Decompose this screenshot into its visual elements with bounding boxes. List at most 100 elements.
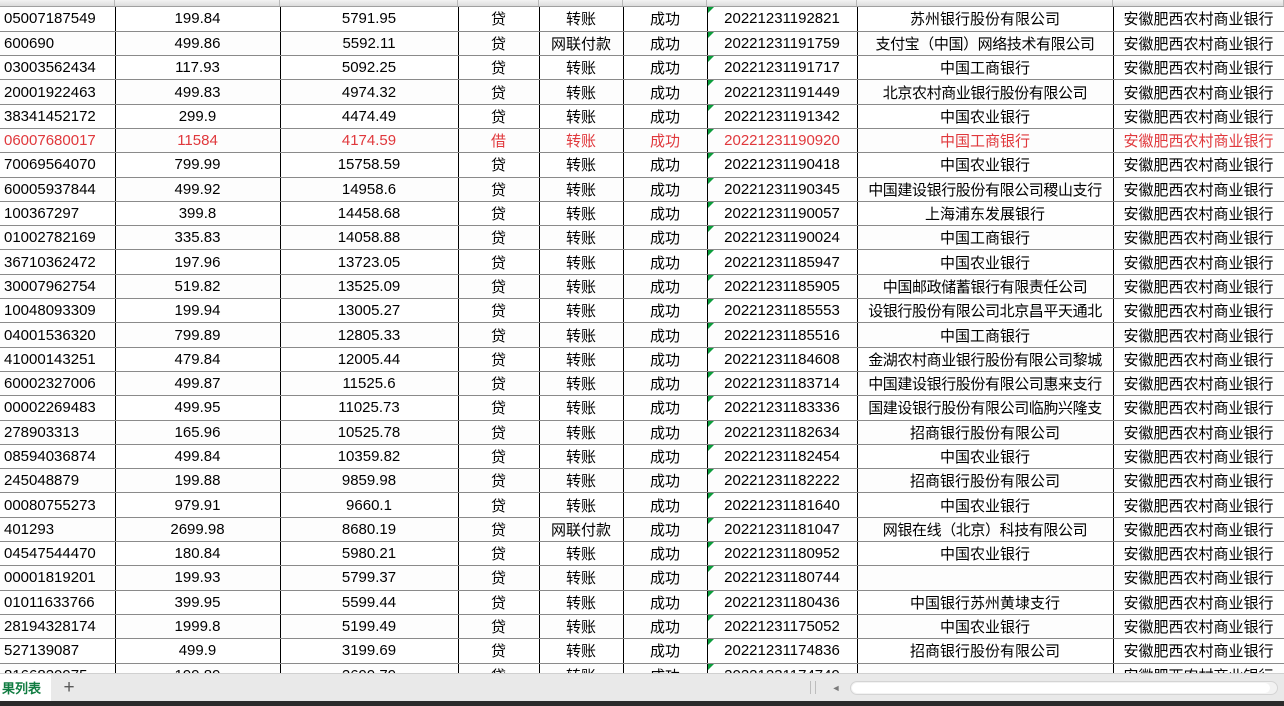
cell-balance[interactable]: 5799.37 bbox=[280, 565, 459, 591]
cell-datetime[interactable]: 20221231185947 bbox=[707, 249, 858, 275]
cell-account[interactable]: 28194328174 bbox=[0, 614, 116, 640]
cell-amount[interactable]: 165.96 bbox=[115, 420, 281, 445]
column-header-cell-7[interactable] bbox=[857, 0, 1113, 6]
cell-account[interactable]: 03003562434 bbox=[0, 55, 116, 81]
cell-opposite_bank[interactable]: 招商银行股份有限公司 bbox=[857, 638, 1114, 664]
cell-balance[interactable]: 4174.59 bbox=[280, 128, 459, 154]
cell-balance[interactable]: 5592.11 bbox=[280, 31, 459, 57]
cell-own_bank[interactable]: 安徽肥西农村商业银行 bbox=[1113, 614, 1284, 640]
cell-datetime[interactable]: 20221231175052 bbox=[707, 614, 858, 640]
cell-account[interactable]: 60002327006 bbox=[0, 371, 116, 397]
cell-status[interactable]: 成功 bbox=[623, 31, 708, 57]
cell-datetime[interactable]: 20221231183336 bbox=[707, 395, 858, 421]
column-header-cell-4[interactable] bbox=[539, 0, 623, 6]
cell-own_bank[interactable]: 安徽肥西农村商业银行 bbox=[1113, 347, 1284, 372]
cell-datetime[interactable]: 20221231180436 bbox=[707, 590, 858, 615]
cell-datetime[interactable]: 20221231184608 bbox=[707, 347, 858, 372]
table-row[interactable]: 00080755273 979.91 9660.1 贷转账 成功 202212311816… bbox=[0, 492, 1284, 518]
cell-own_bank[interactable]: 安徽肥西农村商业银行 bbox=[1113, 128, 1284, 154]
cell-trans_type[interactable]: 转账 bbox=[539, 371, 624, 397]
cell-amount[interactable]: 499.84 bbox=[115, 444, 281, 470]
cell-datetime[interactable]: 20221231181640 bbox=[707, 492, 858, 518]
cell-account[interactable]: 01002782169 bbox=[0, 225, 116, 251]
cell-account[interactable]: 245048879 bbox=[0, 468, 116, 494]
cell-opposite_bank[interactable] bbox=[857, 565, 1114, 591]
cell-own_bank[interactable]: 安徽肥西农村商业银行 bbox=[1113, 55, 1284, 81]
cell-trans_type[interactable]: 转账 bbox=[539, 225, 624, 251]
table-row[interactable]: 278903313 165.96 10525.78 贷转账 成功 202212311826… bbox=[0, 420, 1284, 445]
cell-opposite_bank[interactable]: 中国邮政储蓄银行有限责任公司 bbox=[857, 274, 1114, 300]
cell-dc_flag[interactable]: 贷 bbox=[458, 274, 540, 300]
cell-trans_type[interactable]: 转账 bbox=[539, 322, 624, 348]
column-header-cell-2[interactable] bbox=[280, 0, 458, 6]
cell-status[interactable]: 成功 bbox=[623, 7, 708, 32]
cell-trans_type[interactable]: 转账 bbox=[539, 104, 624, 129]
cell-own_bank[interactable]: 安徽肥西农村商业银行 bbox=[1113, 517, 1284, 543]
column-header-cell-6[interactable] bbox=[707, 0, 857, 6]
cell-amount[interactable]: 11584 bbox=[115, 128, 281, 154]
cell-dc_flag[interactable]: 贷 bbox=[458, 322, 540, 348]
cell-balance[interactable]: 12805.33 bbox=[280, 322, 459, 348]
cell-dc_flag[interactable]: 贷 bbox=[458, 590, 540, 615]
table-row[interactable]: 38341452172 299.9 4474.49 贷转账 成功 202212311913… bbox=[0, 104, 1284, 129]
table-row[interactable]: 8166820975199.892699.79贷转账成功202212311747… bbox=[0, 663, 1284, 673]
cell-status[interactable]: 成功 bbox=[623, 371, 708, 397]
cell-balance[interactable]: 13005.27 bbox=[280, 298, 459, 324]
cell-opposite_bank[interactable]: 支付宝（中国）网络技术有限公司 bbox=[857, 31, 1114, 57]
cell-status[interactable]: 成功 bbox=[623, 249, 708, 275]
table-row[interactable]: 04547544470 180.84 5980.21 贷转账 成功 20221231180… bbox=[0, 541, 1284, 567]
table-row[interactable]: 06007680017 11584 4174.59 借转账 成功 202212311909… bbox=[0, 128, 1284, 154]
cell-status[interactable]: 成功 bbox=[623, 517, 708, 543]
cell-trans_type[interactable]: 网联付款 bbox=[539, 31, 624, 57]
cell-datetime[interactable]: 20221231191449 bbox=[707, 79, 858, 105]
cell-opposite_bank[interactable]: 中国农业银行 bbox=[857, 444, 1114, 470]
cell-status[interactable]: 成功 bbox=[623, 128, 708, 154]
cell-status[interactable]: 成功 bbox=[623, 347, 708, 372]
cell-dc_flag[interactable]: 贷 bbox=[458, 79, 540, 105]
column-header-cell-0[interactable] bbox=[0, 0, 115, 6]
cell-dc_flag[interactable]: 贷 bbox=[458, 225, 540, 251]
cell-dc_flag[interactable]: 贷 bbox=[458, 347, 540, 372]
cell-amount[interactable]: 979.91 bbox=[115, 492, 281, 518]
cell-opposite_bank[interactable]: 中国工商银行 bbox=[857, 128, 1114, 154]
cell-datetime[interactable]: 20221231185516 bbox=[707, 322, 858, 348]
cell-datetime[interactable]: 20221231185553 bbox=[707, 298, 858, 324]
cell-dc_flag[interactable]: 贷 bbox=[458, 565, 540, 591]
cell-opposite_bank[interactable]: 中国农业银行 bbox=[857, 541, 1114, 567]
cell-amount[interactable]: 499.86 bbox=[115, 31, 281, 57]
cell-account[interactable]: 00001819201 bbox=[0, 565, 116, 591]
column-header-cell-1[interactable] bbox=[115, 0, 280, 6]
cell-amount[interactable]: 199.84 bbox=[115, 7, 281, 32]
cell-account[interactable]: 20001922463 bbox=[0, 79, 116, 105]
cell-trans_type[interactable]: 转账 bbox=[539, 249, 624, 275]
cell-datetime[interactable]: 20221231192821 bbox=[707, 7, 858, 32]
cell-status[interactable]: 成功 bbox=[623, 420, 708, 445]
cell-datetime[interactable]: 20221231190920 bbox=[707, 128, 858, 154]
cell-opposite_bank[interactable]: 招商银行股份有限公司 bbox=[857, 468, 1114, 494]
table-row[interactable]: 60005937844 499.92 14958.6 贷转账 成功 20221231190… bbox=[0, 177, 1284, 202]
cell-amount[interactable]: 199.94 bbox=[115, 298, 281, 324]
cell-status[interactable]: 成功 bbox=[623, 663, 708, 673]
cell-amount[interactable]: 399.8 bbox=[115, 201, 281, 227]
table-row[interactable]: 20001922463 499.83 4974.32 贷转账 成功 20221231191… bbox=[0, 79, 1284, 105]
column-header-cell-3[interactable] bbox=[458, 0, 539, 6]
cell-opposite_bank[interactable]: 国建设银行股份有限公司临朐兴隆支 bbox=[857, 395, 1114, 421]
table-row[interactable]: 04001536320 799.89 12805.33 贷转账 成功 2022123118… bbox=[0, 322, 1284, 348]
cell-balance[interactable]: 13525.09 bbox=[280, 274, 459, 300]
cell-account[interactable]: 278903313 bbox=[0, 420, 116, 445]
cell-account[interactable]: 60005937844 bbox=[0, 177, 116, 202]
cell-status[interactable]: 成功 bbox=[623, 298, 708, 324]
cell-balance[interactable]: 11525.6 bbox=[280, 371, 459, 397]
table-row[interactable]: 527139087 499.9 3199.69 贷转账 成功 20221231174836… bbox=[0, 638, 1284, 664]
sheet-tab-strip[interactable]: 果列表 bbox=[0, 674, 52, 701]
cell-account[interactable]: 70069564070 bbox=[0, 152, 116, 178]
cell-own_bank[interactable]: 安徽肥西农村商业银行 bbox=[1113, 298, 1284, 324]
cell-trans_type[interactable]: 转账 bbox=[539, 55, 624, 81]
cell-amount[interactable]: 197.96 bbox=[115, 249, 281, 275]
cell-opposite_bank[interactable]: 中国建设银行股份有限公司惠来支行 bbox=[857, 371, 1114, 397]
cell-status[interactable]: 成功 bbox=[623, 395, 708, 421]
cell-amount[interactable]: 479.84 bbox=[115, 347, 281, 372]
cell-amount[interactable]: 799.99 bbox=[115, 152, 281, 178]
table-row[interactable]: 41000143251 479.84 12005.44 贷转账 成功 2022123118… bbox=[0, 347, 1284, 372]
cell-balance[interactable]: 9660.1 bbox=[280, 492, 459, 518]
